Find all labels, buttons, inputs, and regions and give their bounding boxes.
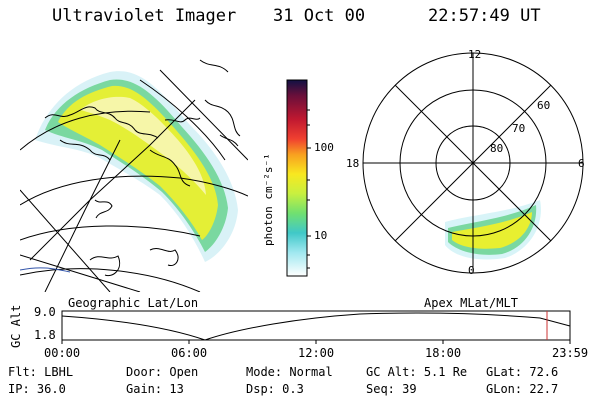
status-dsp: Dsp: 0.3 xyxy=(246,382,304,396)
aurora-band-core xyxy=(58,85,218,240)
altitude-curve xyxy=(61,312,571,341)
polar-plot xyxy=(362,52,584,274)
lat-label-70: 70 xyxy=(512,122,526,135)
xtick-0600: 06:00 xyxy=(171,346,208,360)
colorbar-label: photon cm⁻²s⁻¹ xyxy=(262,153,275,246)
altitude-ytick-top: 9.0 xyxy=(34,305,56,319)
mlt-label-0: 0 xyxy=(468,264,475,277)
time-label: 22:57:49 UT xyxy=(428,6,541,26)
status-flt: Flt: LBHL xyxy=(8,365,74,379)
status-seq: Seq: 39 xyxy=(366,382,417,396)
xtick-0000: 00:00 xyxy=(44,346,81,360)
geographic-map xyxy=(20,59,248,292)
colorbar-tick-100: 100 xyxy=(314,141,334,154)
mlt-label-18: 18 xyxy=(346,157,360,170)
status-gain: Gain: 13 xyxy=(126,382,184,396)
altitude-axis-label: GC Alt xyxy=(9,304,23,348)
status-door: Door: Open xyxy=(126,365,199,379)
mlt-label-12: 12 xyxy=(468,48,482,61)
status-ip: IP: 36.0 xyxy=(8,382,66,396)
lat-label-80: 80 xyxy=(490,142,504,155)
caption-geographic: Geographic Lat/Lon xyxy=(68,296,199,310)
caption-apex: Apex MLat/MLT xyxy=(424,296,518,310)
aurora-band-bright xyxy=(80,96,206,195)
status-mode: Mode: Normal xyxy=(246,365,333,379)
altitude-ytick-bottom: 1.8 xyxy=(34,328,56,342)
instrument-title: Ultraviolet Imager xyxy=(52,6,237,26)
mlt-label-6: 6 xyxy=(578,157,585,170)
xtick-1200: 12:00 xyxy=(298,346,335,360)
colorbar xyxy=(286,79,308,277)
status-glon: GLon: 22.7 xyxy=(486,382,559,396)
colorbar-tick-10: 10 xyxy=(314,229,328,242)
altitude-panel xyxy=(61,310,571,344)
status-gc-alt: GC Alt: 5.1 Re xyxy=(366,365,468,379)
polar-aurora-core xyxy=(452,212,532,249)
lat-label-60: 60 xyxy=(537,99,551,112)
xtick-2359: 23:59 xyxy=(552,346,589,360)
status-glat: GLat: 72.6 xyxy=(486,365,559,379)
xtick-1800: 18:00 xyxy=(425,346,462,360)
date-label: 31 Oct 00 xyxy=(273,6,366,26)
coastline-blue xyxy=(20,267,71,273)
